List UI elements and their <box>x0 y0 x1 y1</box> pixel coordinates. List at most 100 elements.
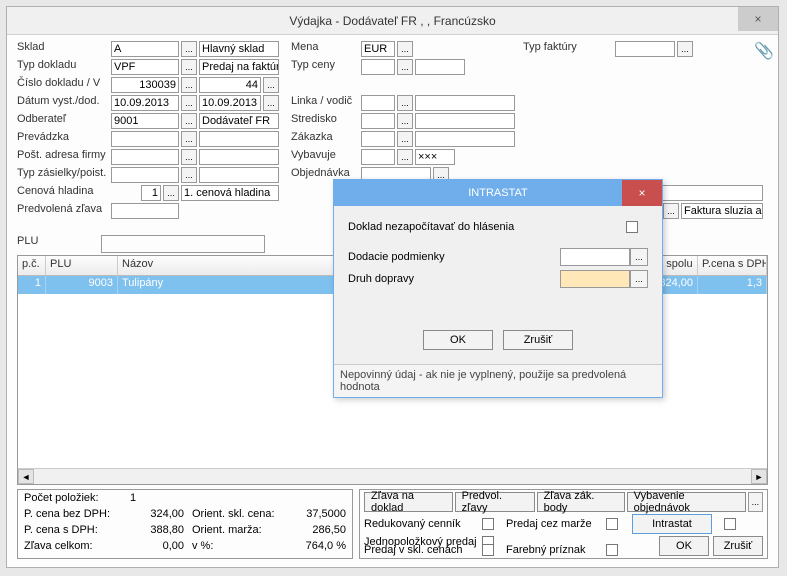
prevadzka-picker[interactable]: ... <box>181 131 197 147</box>
linka-field[interactable] <box>361 95 395 111</box>
scroll-left-icon[interactable]: ◄ <box>18 469 34 484</box>
odberatel-label: Odberateľ <box>17 113 66 125</box>
druhdopravy-picker[interactable]: ... <box>630 270 648 288</box>
typceny-field[interactable] <box>361 59 395 75</box>
linka-label: Linka / vodič <box>291 95 352 107</box>
druhdopravy-field[interactable] <box>560 270 630 288</box>
window-title: Výdajka - Dodávateľ FR , , Francúzsko <box>289 14 495 28</box>
typdokladu-readonly: Predaj na faktúru <box>199 59 279 75</box>
mena-picker[interactable]: ... <box>397 41 413 57</box>
dialog-title: INTRASTAT <box>468 187 527 199</box>
vybavuje-field[interactable] <box>361 149 395 165</box>
predvol-zlavy-button[interactable]: Predvol. zľavy <box>455 492 535 512</box>
zakazka-field[interactable] <box>361 131 395 147</box>
stredisko-field[interactable] <box>361 113 395 129</box>
typfaktury-label: Typ faktúry <box>523 41 577 53</box>
konci-readonly: Faktura sluzia ako doklad <box>681 203 763 219</box>
sklad-field[interactable]: A <box>111 41 179 57</box>
typceny-picker[interactable]: ... <box>397 59 413 75</box>
postadresa-field[interactable] <box>111 149 179 165</box>
zakazka-picker[interactable]: ... <box>397 131 413 147</box>
dodacie-picker[interactable]: ... <box>630 248 648 266</box>
dialog-cancel-button[interactable]: Zrušiť <box>503 330 573 350</box>
konci-picker[interactable]: ... <box>663 203 679 219</box>
td-pcena: 1,3 <box>698 276 767 294</box>
dodacie-label: Dodacie podmienky <box>348 251 498 263</box>
prevadzka-label: Prevádzka <box>17 131 69 143</box>
cislo2-field[interactable]: 44 <box>199 77 261 93</box>
predajskl-checkbox[interactable] <box>482 544 494 556</box>
mena-field[interactable]: EUR <box>361 41 395 57</box>
typzasielky-picker[interactable]: ... <box>181 167 197 183</box>
intrastat-button[interactable]: Intrastat <box>632 514 712 534</box>
cislo-picker[interactable]: ... <box>181 77 197 93</box>
farebny-checkbox[interactable] <box>606 544 618 556</box>
dodacie-field[interactable] <box>560 248 630 266</box>
typdokladu-field[interactable]: VPF <box>111 59 179 75</box>
predvolzlava-field[interactable] <box>111 203 179 219</box>
typdokladu-picker[interactable]: ... <box>181 59 197 75</box>
datum2-picker[interactable]: ... <box>263 95 279 111</box>
dialog-body: Doklad nezapočítavať do hlásenia Dodacie… <box>334 206 662 364</box>
orientcena-value: 37,5000 <box>292 508 346 524</box>
table-scrollbar[interactable]: ◄ ► <box>18 468 767 484</box>
intrastat-checkbox[interactable] <box>724 518 736 530</box>
cislo-label: Číslo dokladu / V <box>17 77 100 89</box>
main-window: Výdajka - Dodávateľ FR , , Francúzsko × … <box>6 6 779 568</box>
odberatel-picker[interactable]: ... <box>181 113 197 129</box>
zrusit-button[interactable]: Zrušiť <box>713 536 763 556</box>
nezap-checkbox[interactable] <box>626 221 638 233</box>
postadresa-readonly <box>199 149 279 165</box>
predajmarze-checkbox[interactable] <box>606 518 618 530</box>
footer: Počet položiek: 1 P. cena bez DPH: 324,0… <box>17 489 768 559</box>
datum1-field[interactable]: 10.09.2013 <box>111 95 179 111</box>
ok-button[interactable]: OK <box>659 536 709 556</box>
plu-label: PLU <box>17 235 38 247</box>
sklad-picker[interactable]: ... <box>181 41 197 57</box>
td-plu: 9003 <box>46 276 118 294</box>
sdph-label: P. cena s DPH: <box>24 524 130 540</box>
typzasielky-field[interactable] <box>111 167 179 183</box>
linka-picker[interactable]: ... <box>397 95 413 111</box>
vperc-label: v %: <box>192 540 292 556</box>
cenhladina-label: Cenová hladina <box>17 185 93 197</box>
postadresa-picker[interactable]: ... <box>181 149 197 165</box>
predajskl-label: Predaj v skl. cenách <box>364 544 478 556</box>
vybavenie-button[interactable]: Vybavenie objednávok <box>627 492 746 512</box>
mena-label: Mena <box>291 41 319 53</box>
stredisko-label: Stredisko <box>291 113 337 125</box>
datum1-picker[interactable]: ... <box>181 95 197 111</box>
datum2-field[interactable]: 10.09.2013 <box>199 95 261 111</box>
th-plu[interactable]: PLU <box>46 256 118 275</box>
sklad-readonly: Hlavný sklad <box>199 41 279 57</box>
window-close-button[interactable]: × <box>738 7 778 31</box>
reduk-checkbox[interactable] <box>482 518 494 530</box>
stredisko-readonly <box>415 113 515 129</box>
dialog-ok-button[interactable]: OK <box>423 330 493 350</box>
scroll-right-icon[interactable]: ► <box>751 469 767 484</box>
prevadzka-field[interactable] <box>111 131 179 147</box>
reduk-label: Redukovaný cenník <box>364 518 478 530</box>
cislo1-field[interactable]: 130039 <box>111 77 179 93</box>
cislo2-picker[interactable]: ... <box>263 77 279 93</box>
th-pc[interactable]: p.č. <box>18 256 46 275</box>
typfaktury-picker[interactable]: ... <box>677 41 693 57</box>
cenhladina-field[interactable]: 1 <box>141 185 161 201</box>
zaciatku-field[interactable] <box>653 185 763 201</box>
odberatel-field[interactable]: 9001 <box>111 113 179 129</box>
zlava-zak-button[interactable]: Zľava zák. body <box>537 492 625 512</box>
th-pcena[interactable]: P.cena s DPH <box>698 256 767 275</box>
titlebar: Výdajka - Dodávateľ FR , , Francúzsko × <box>7 7 778 35</box>
dialog-close-button[interactable]: × <box>622 180 662 206</box>
zlava-doklad-button[interactable]: Zľava na doklad <box>364 492 453 512</box>
pocet-value: 1 <box>130 492 136 508</box>
stredisko-picker[interactable]: ... <box>397 113 413 129</box>
typfaktury-field[interactable] <box>615 41 675 57</box>
vybavuje-picker[interactable]: ... <box>397 149 413 165</box>
vybavuje-label: Vybavuje <box>291 149 336 161</box>
vybavenie-picker[interactable]: ... <box>748 492 763 512</box>
dialog-statusbar: Nepovinný údaj - ak nie je vyplnený, pou… <box>334 364 662 397</box>
cenhladina-readonly: 1. cenová hladina <box>181 185 279 201</box>
plu-search-field[interactable] <box>101 235 265 253</box>
cenhladina-picker[interactable]: ... <box>163 185 179 201</box>
